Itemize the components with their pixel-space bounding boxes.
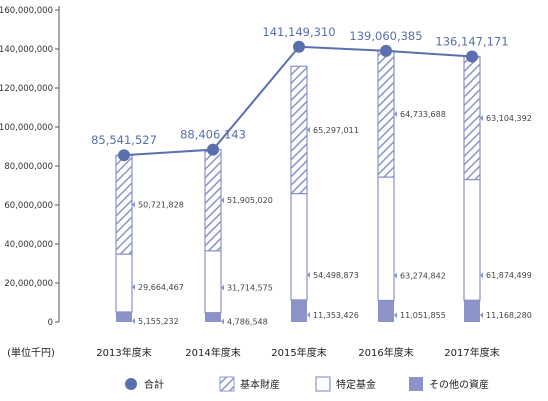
label-specified-fund: 63,274,842 [400, 271, 446, 280]
bars: 2013年度末 2014年度末 2015年度末 2016年度末 2017年度末 [96, 50, 500, 359]
label-pointer [394, 272, 397, 279]
total-point [466, 50, 478, 63]
x-category-label: 2016年度末 [358, 346, 413, 359]
y-tick-label: 20,000,000 [4, 279, 53, 289]
total-value-label: 136,147,171 [435, 35, 508, 49]
legend-swatch-specified-fund [315, 376, 331, 392]
label-basic-property: 51,905,020 [227, 196, 273, 205]
y-tick-label: 100,000,000 [0, 123, 53, 133]
label-basic-property: 64,733,688 [400, 110, 446, 119]
label-pointer [221, 197, 224, 204]
label-pointer [307, 311, 310, 318]
y-tick-label: 0 [48, 318, 53, 328]
data-labels: 5,155,232 29,664,467 50,721,828 4,786,548 31… [132, 110, 532, 326]
label-pointer [480, 312, 483, 319]
label-specified-fund: 54,498,873 [313, 271, 359, 280]
label-specified-fund: 29,664,467 [138, 283, 184, 292]
label-basic-property: 65,297,011 [313, 126, 359, 135]
label-pointer [480, 272, 483, 279]
label-pointer [221, 284, 224, 291]
label-pointer [221, 318, 224, 325]
bar-other-assets [291, 299, 307, 322]
bar-other-assets [378, 300, 394, 322]
y-tick-label: 140,000,000 [0, 45, 53, 55]
total-value-label: 141,149,310 [262, 25, 335, 39]
label-basic-property: 50,721,828 [138, 201, 184, 210]
y-tick-label: 40,000,000 [4, 240, 53, 250]
total-point [293, 40, 305, 53]
total-point [207, 143, 219, 156]
label-pointer [307, 126, 310, 133]
y-axis: 0 20,000,000 40,000,000 60,000,000 80,000,00… [0, 6, 60, 359]
bar-specified-fund [290, 192, 308, 301]
label-other-assets: 11,051,855 [400, 311, 446, 320]
label-pointer [132, 283, 135, 290]
total-value-label: 139,060,385 [349, 29, 422, 43]
bar-basic-property [377, 50, 395, 178]
legend-swatch-total [125, 378, 137, 390]
bar-specified-fund [115, 253, 133, 313]
label-specified-fund: 31,714,575 [227, 284, 273, 293]
bar-basic-property [290, 65, 308, 195]
bar-basic-property [204, 149, 222, 252]
label-other-assets: 11,168,280 [486, 311, 532, 320]
unit-label: (単位千円) [7, 346, 55, 359]
label-pointer [480, 115, 483, 122]
legend-label: 基本財産 [240, 378, 280, 391]
label-pointer [307, 271, 310, 278]
legend-label: 特定基金 [336, 378, 376, 391]
bar-basic-property [115, 154, 133, 255]
y-tick-label: 120,000,000 [0, 84, 53, 94]
legend-swatch-other-assets [409, 377, 423, 391]
bar-specified-fund [463, 178, 481, 301]
x-category-label: 2015年度末 [271, 346, 326, 359]
label-other-assets: 11,353,426 [313, 311, 359, 320]
bar-other-assets [116, 311, 132, 322]
x-category-label: 2013年度末 [96, 346, 151, 359]
legend-label: その他の資産 [429, 378, 489, 391]
label-pointer [394, 312, 397, 319]
x-category-label: 2014年度末 [185, 346, 240, 359]
total-value-label: 88,406,143 [180, 128, 246, 142]
legend-label: 合計 [144, 378, 164, 391]
label-specified-fund: 61,874,499 [486, 271, 532, 280]
bar-specified-fund [204, 250, 222, 314]
total-line: 85,541,527 88,406,143 141,149,310 139,060,3… [91, 25, 509, 162]
total-point [380, 44, 392, 57]
label-basic-property: 63,104,392 [486, 114, 532, 123]
bar-other-assets [464, 300, 480, 322]
legend: 合計 基本財産 特定基金 その他の資産 [125, 376, 489, 392]
bar-specified-fund [377, 176, 395, 302]
y-tick-label: 80,000,000 [4, 162, 53, 172]
x-category-label: 2017年度末 [444, 346, 499, 359]
label-pointer [394, 110, 397, 117]
label-pointer [132, 201, 135, 208]
total-value-label: 85,541,527 [91, 133, 157, 147]
y-tick-label: 160,000,000 [0, 6, 53, 16]
label-pointer [132, 317, 135, 324]
label-other-assets: 4,786,548 [227, 317, 268, 326]
y-tick-label: 60,000,000 [4, 201, 53, 211]
bar-basic-property [463, 55, 481, 181]
legend-swatch-basic-property [219, 376, 235, 392]
label-other-assets: 5,155,232 [138, 317, 179, 326]
total-point [118, 149, 130, 162]
bar-other-assets [205, 312, 221, 322]
